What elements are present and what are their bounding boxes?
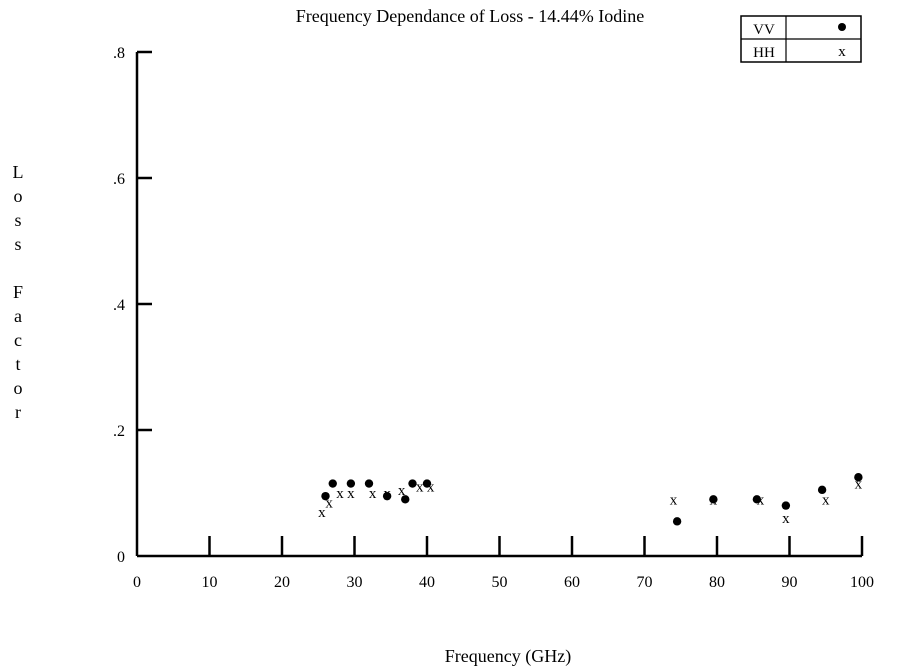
vv-data-point <box>401 495 410 504</box>
vv-data-point <box>422 479 432 488</box>
legend: VV HH x <box>740 15 862 63</box>
hh-data-point: x <box>782 511 790 527</box>
x-tick-label: 0 <box>133 574 141 591</box>
vv-data-point <box>328 479 337 488</box>
vv-data-point <box>364 479 374 488</box>
hh-data-point: x <box>398 483 406 499</box>
hh-data-point: x <box>670 492 678 508</box>
y-tick-label: .4 <box>113 297 125 314</box>
hh-data-point: x <box>822 492 830 508</box>
x-axis-title: Frequency (GHz) <box>445 646 571 667</box>
y-tick-label: .6 <box>113 171 125 188</box>
legend-label-vv: VV <box>753 22 775 38</box>
y-tick-group: 0 .2 .4 .6 .8 <box>113 45 152 566</box>
x-tick-label: 100 <box>850 574 874 591</box>
vv-data-point <box>672 517 682 526</box>
hh-data-point: x <box>325 495 333 511</box>
x-tick-label: 10 <box>202 574 218 591</box>
vv-data-point <box>346 479 356 488</box>
hh-data-point: x <box>710 492 718 508</box>
y-tick-label: 0 <box>117 549 125 566</box>
hh-data-point: x <box>336 486 344 502</box>
y-tick-label: .2 <box>113 423 125 440</box>
chart-title: Frequency Dependance of Loss - 14.44% Io… <box>296 6 644 26</box>
x-tick-label: 30 <box>347 574 363 591</box>
hh-data-point: x <box>416 480 424 496</box>
vv-data-point <box>382 491 392 501</box>
x-tick-label: 80 <box>709 574 725 591</box>
hh-data-point: x <box>347 486 355 502</box>
vv-data-point <box>854 473 863 482</box>
x-tick-label: 90 <box>782 574 798 591</box>
vv-data-point <box>817 485 827 495</box>
x-tick-label: 20 <box>274 574 290 591</box>
legend-label-hh: HH <box>753 45 775 61</box>
x-tick-label: 40 <box>419 574 435 591</box>
hh-data-point: x <box>427 480 435 496</box>
hh-data-point: x <box>757 492 765 508</box>
x-tick-label: 60 <box>564 574 580 591</box>
vv-data-point <box>321 491 330 501</box>
hh-data-point: x <box>855 477 863 493</box>
hh-data-point: x <box>383 486 391 502</box>
vv-data-point <box>781 501 791 510</box>
y-tick-label: .8 <box>113 45 125 62</box>
vv-data-point <box>408 479 417 488</box>
legend-marker-hh: x <box>838 44 846 60</box>
vv-data-point <box>752 495 762 504</box>
legend-marker-vv <box>838 23 846 31</box>
x-tick-label: 50 <box>492 574 508 591</box>
hh-data-point: x <box>318 505 326 521</box>
hh-data-point: x <box>369 486 377 502</box>
vv-data-point <box>709 495 718 504</box>
x-tick-group: 0 10 20 30 40 50 60 70 80 90 100 <box>133 536 874 591</box>
x-tick-label: 70 <box>637 574 653 591</box>
